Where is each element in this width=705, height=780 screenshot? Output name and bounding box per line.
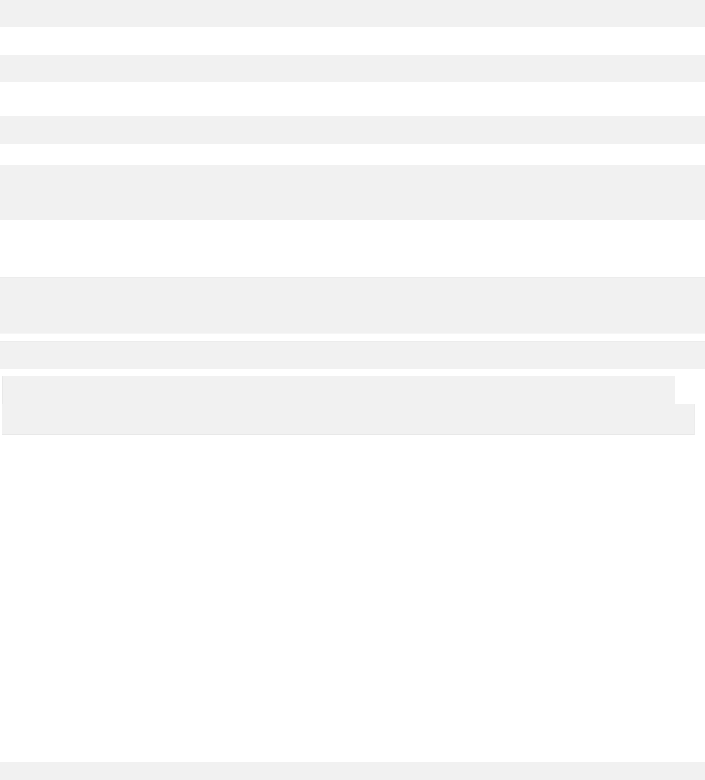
skeleton-header-bar xyxy=(0,0,705,27)
skeleton-block xyxy=(0,277,705,334)
skeleton-line xyxy=(0,341,705,369)
skeleton-line xyxy=(0,55,705,82)
skeleton-block xyxy=(0,165,705,220)
skeleton-card-extension xyxy=(2,404,695,435)
skeleton-footer-bar xyxy=(0,762,705,780)
skeleton-line xyxy=(0,116,705,144)
